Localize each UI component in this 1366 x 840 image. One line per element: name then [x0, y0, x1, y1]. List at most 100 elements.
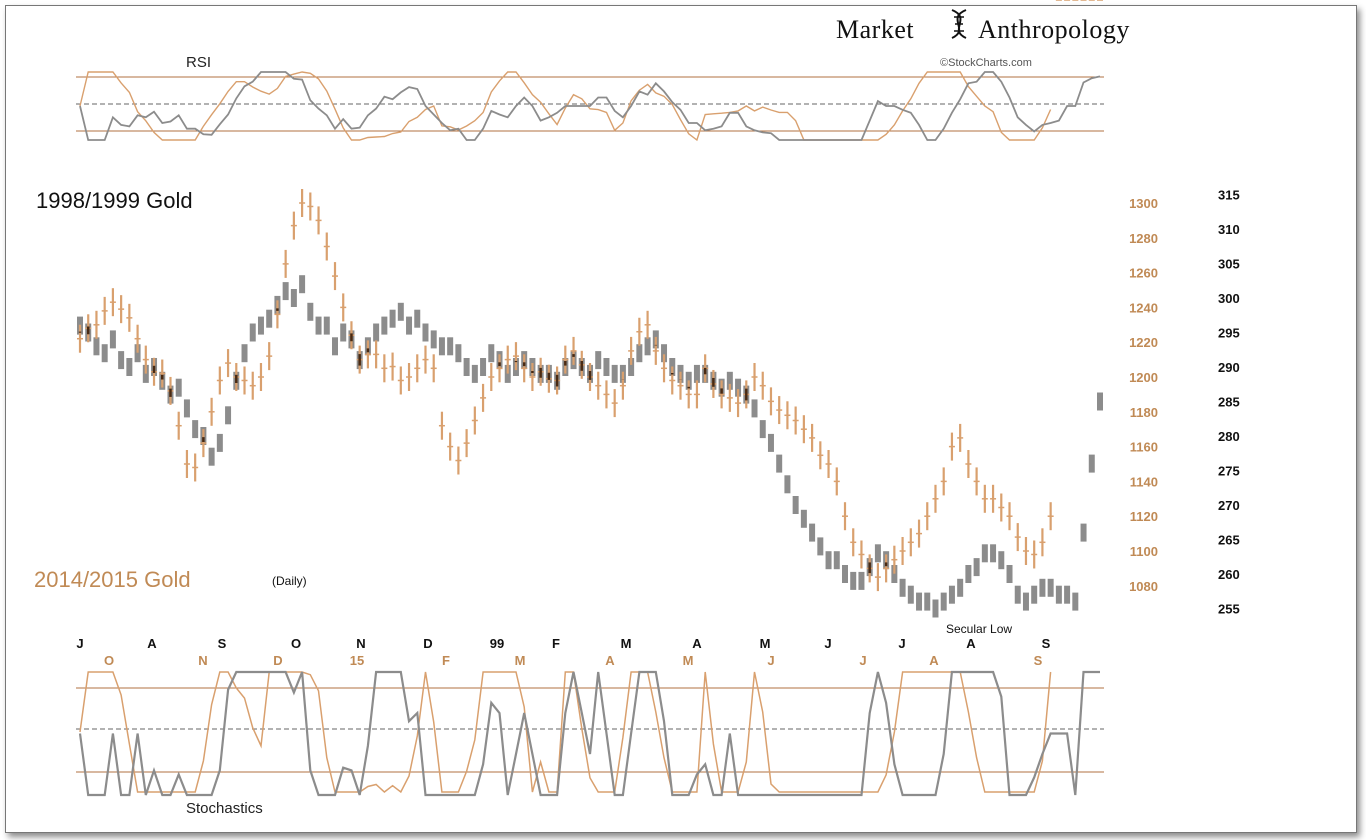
month-1998: J [824, 636, 831, 651]
y-tick-1998: 290 [1218, 360, 1240, 375]
price-bars [77, 0, 1103, 618]
month-1998: M [621, 636, 632, 651]
y-axis-2014: 1300 1280 1260 1240 1220 1200 1180 1160 1140 1120… [1129, 196, 1158, 594]
y-tick-1998: 305 [1218, 257, 1240, 272]
price-bar-pair [282, 249, 289, 301]
price-bar-pair [406, 316, 413, 391]
price-bar-pair [471, 364, 478, 435]
price-bar-pair [767, 387, 774, 452]
price-bar-pair [965, 450, 972, 583]
price-bar-pair [488, 344, 495, 391]
y-tick-2014: 1200 [1129, 370, 1158, 385]
price-bar-pair [628, 336, 635, 376]
dna-logo-icon [951, 9, 967, 39]
stockcharts-credit: ©StockCharts.com [940, 57, 1032, 69]
month-1998: D [423, 636, 432, 651]
month-2014: J [767, 653, 774, 668]
price-bar-pair [1031, 540, 1038, 604]
price-bar-pair [1047, 502, 1054, 597]
stoch-2014-line [79, 671, 1052, 794]
price-bar-pair [159, 359, 166, 390]
stoch-1998-line [78, 670, 1100, 797]
price-bar-pair [1088, 0, 1095, 473]
price-bar-pair [142, 345, 149, 383]
rsi-2014-line [79, 71, 1052, 142]
price-bar-pair [373, 323, 380, 369]
price-bar-pair [225, 349, 232, 425]
price-bar-pair [636, 317, 643, 363]
price-bar-pair [874, 544, 881, 592]
price-bar-pair [1006, 502, 1013, 583]
price-bar-pair [570, 336, 577, 370]
price-bar-pair [603, 358, 610, 409]
price-bar-pair [183, 399, 190, 478]
y-axis-1998: 315 310 305 300 295 290 285 280 275 270 265 260 255 [1218, 188, 1240, 617]
price-bar-pair [175, 378, 182, 440]
price-bar-pair [348, 321, 355, 350]
price-bar-pair [998, 493, 1005, 570]
price-bar-pair [167, 376, 174, 405]
month-2014: N [198, 653, 207, 668]
price-bar-pair [554, 366, 561, 395]
price-bar-pair [693, 364, 700, 409]
price-bar-pair [332, 262, 338, 356]
price-bar-pair [611, 364, 618, 418]
price-bar-pair [521, 351, 528, 383]
price-bar-pair [726, 371, 733, 412]
month-1998: A [966, 636, 976, 651]
price-bar-pair [784, 401, 791, 494]
price-bar-pair [364, 337, 371, 369]
price-bar-pair [858, 540, 865, 590]
month-2014: D [273, 653, 282, 668]
rsi-reference-lines [76, 76, 1104, 132]
price-bar-pair [216, 366, 223, 452]
y-tick-1998: 280 [1218, 429, 1240, 444]
price-bar-pair [817, 441, 824, 556]
price-bar-pair [233, 363, 240, 391]
price-bar-pair [751, 363, 758, 418]
price-bar-pair [323, 232, 330, 335]
price-bar-pair [973, 467, 980, 577]
price-bar-pair [718, 378, 725, 409]
price-bar-pair [430, 330, 437, 383]
price-bar-pair [504, 345, 511, 383]
price-bar-pair [356, 345, 363, 374]
price-bar-pair [661, 344, 668, 383]
x-axis-months: J A S O N D 99 F M A M J J A SO N D 15 F M A M J J A S [76, 636, 1050, 668]
y-tick-1998: 300 [1218, 291, 1240, 306]
price-bar-pair [480, 358, 487, 412]
y-tick-1998: 275 [1218, 464, 1240, 479]
price-bar-pair [241, 344, 248, 395]
rsi-label: RSI [186, 54, 211, 71]
price-bar-pair [644, 310, 651, 356]
price-bar-pair [850, 528, 857, 590]
y-tick-2014: 1240 [1129, 300, 1158, 315]
price-bar-pair [990, 484, 997, 563]
price-bar-pair [800, 415, 807, 528]
price-bar-pair [77, 316, 83, 353]
price-bar-pair [866, 554, 873, 583]
price-bar-pair [924, 502, 931, 611]
price-bar-pair [743, 380, 750, 409]
price-bar-pair [414, 309, 421, 383]
month-2014: M [515, 653, 526, 668]
rsi-1998-line [79, 71, 1101, 141]
price-bar-pair [381, 316, 388, 383]
price-bar-pair [710, 369, 717, 398]
y-tick-2014: 1260 [1129, 266, 1158, 281]
y-tick-2014: 1160 [1130, 440, 1158, 455]
price-bar-pair [266, 309, 273, 371]
price-bar-pair [447, 337, 454, 461]
chart-subtitle-note: (Daily) [272, 574, 307, 588]
y-tick-1998: 255 [1218, 602, 1240, 617]
y-tick-2014: 1100 [1130, 544, 1158, 559]
price-bar-pair [101, 296, 108, 363]
price-bar-pair [249, 323, 256, 400]
price-bar-pair [619, 364, 626, 400]
price-bar-pair [307, 192, 314, 321]
month-1998: N [356, 636, 365, 651]
price-bar-pair [735, 378, 742, 418]
price-bar-pair [907, 528, 914, 604]
price-bar-pair [948, 432, 955, 604]
